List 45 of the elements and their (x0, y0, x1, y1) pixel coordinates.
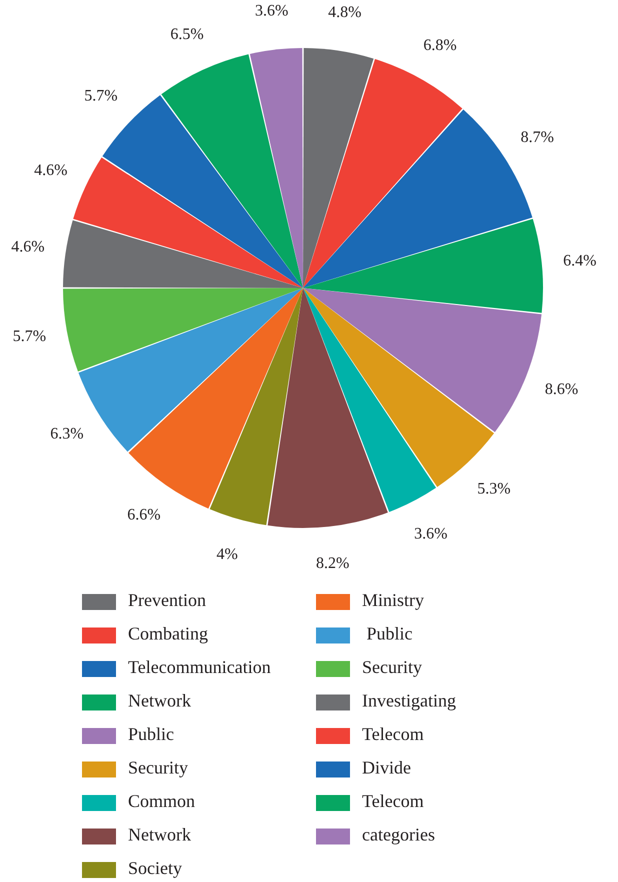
data-label: 8.7% (520, 128, 554, 146)
data-label: 5.3% (477, 480, 511, 498)
data-label: 6.3% (50, 425, 84, 442)
pie-slice (161, 54, 303, 288)
legend-label: Ministry (362, 590, 424, 610)
data-label: 4.6% (11, 238, 45, 256)
pie-slice (63, 288, 303, 372)
data-label: 6.6% (127, 506, 161, 524)
data-label: 4.8% (328, 4, 362, 21)
pie-slice (303, 218, 543, 313)
data-label: 3.6% (254, 2, 288, 20)
data-label: 5.7% (84, 88, 118, 105)
pie-slice (250, 48, 303, 288)
data-label: 4% (216, 546, 238, 564)
legend-label: Telecom (362, 791, 424, 812)
legend-label: Network (128, 690, 191, 711)
legend-label: Security (128, 758, 188, 778)
data-label: 4.6% (34, 162, 68, 179)
legend-label: Public (128, 724, 174, 744)
pie-slice (268, 288, 388, 528)
pie-slice (303, 288, 436, 512)
legend-label: Prevention (128, 590, 206, 610)
pie-slice (63, 220, 303, 288)
legend-label: Network (128, 824, 191, 845)
pie-slice (303, 288, 542, 432)
data-label: 8.6% (544, 381, 578, 398)
data-label: 8.2% (316, 555, 350, 572)
legend-label: Common (128, 791, 196, 812)
pie-slice (128, 288, 303, 509)
legend-label: Society (128, 858, 182, 878)
data-label: 6.8% (423, 36, 457, 54)
legend-label: Security (362, 657, 422, 678)
legend-label: Telecommunication (128, 657, 271, 678)
data-label: 6.4% (563, 252, 596, 270)
data-label: 6.5% (170, 26, 204, 44)
legend-label: Combating (128, 624, 208, 644)
legend-label: Investigating (362, 690, 456, 711)
legend-label: Public (362, 624, 413, 644)
legend-label: categories (362, 824, 435, 845)
data-label: 5.7% (12, 328, 46, 346)
pie-slice (303, 48, 374, 288)
pie-slice (210, 288, 303, 526)
data-label: 3.6% (414, 526, 448, 543)
legend-label: Divide (362, 758, 411, 778)
legend-label: Telecom (362, 724, 424, 744)
